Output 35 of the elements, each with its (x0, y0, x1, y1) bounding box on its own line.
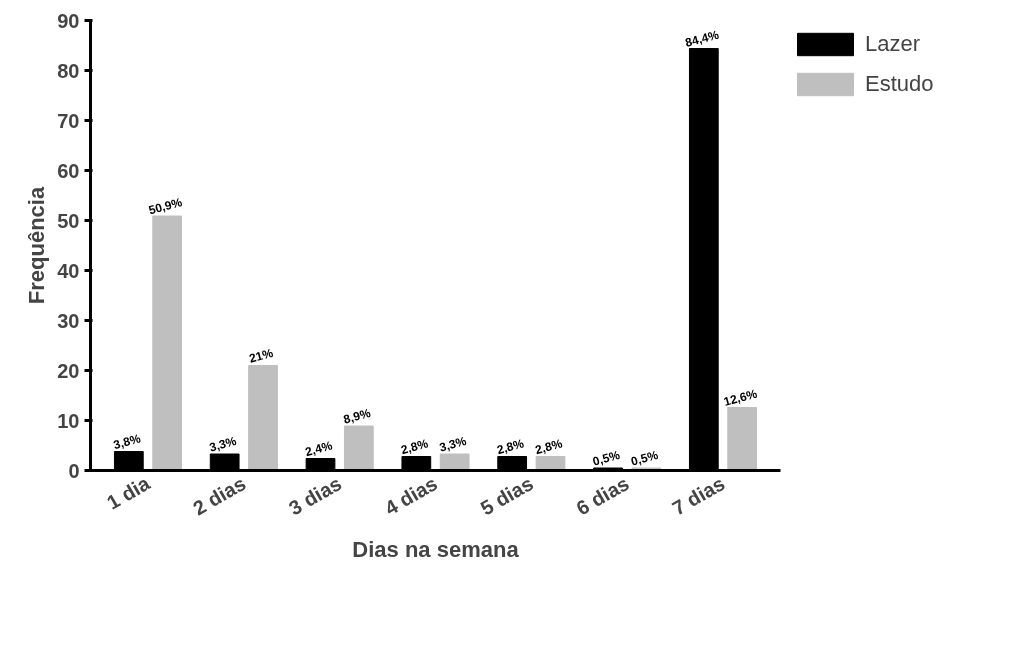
data-label: 0,5% (629, 447, 660, 469)
y-tick-label: 70 (57, 109, 80, 132)
data-label: 50,9% (147, 194, 184, 218)
y-tick-label: 30 (57, 309, 80, 332)
data-label: 3,8% (112, 431, 143, 453)
x-axis-title: Dias na semana (352, 536, 520, 562)
x-tick-label: 4 dias (380, 471, 441, 520)
x-tick-label: 3 dias (285, 471, 346, 520)
y-tick-label: 40 (57, 259, 80, 282)
y-tick-label: 90 (57, 9, 80, 32)
x-tick-label: 6 dias (572, 471, 633, 520)
legend-label: Estudo (865, 71, 934, 97)
x-tick-label: 1 dia (103, 471, 155, 514)
data-label: 2,4% (303, 438, 335, 460)
legend-label: Lazer (865, 31, 921, 57)
y-tick-label: 50 (57, 209, 80, 232)
data-label: 2,8% (399, 436, 430, 458)
y-axis-title: Frequência (24, 186, 50, 305)
data-label: 84,4% (683, 27, 721, 50)
y-tick-label: 0 (68, 459, 80, 482)
data-label: 2,8% (533, 436, 565, 458)
data-label: 21% (247, 345, 275, 366)
x-tick-label: 7 dias (668, 471, 729, 520)
y-tick-label: 60 (57, 159, 80, 182)
data-label: 0,5% (591, 447, 622, 469)
data-label: 2,8% (495, 436, 526, 458)
y-tick-label: 20 (57, 359, 80, 382)
x-tick-label: 5 dias (476, 471, 537, 520)
data-label: 12,6% (722, 386, 759, 409)
data-label: 3,3% (437, 433, 469, 455)
x-tick-label: 2 dias (189, 471, 250, 520)
y-tick-label: 10 (57, 409, 80, 432)
data-label: 3,3% (207, 433, 239, 455)
y-tick-label: 80 (57, 59, 80, 82)
data-label: 8,9% (342, 405, 373, 427)
